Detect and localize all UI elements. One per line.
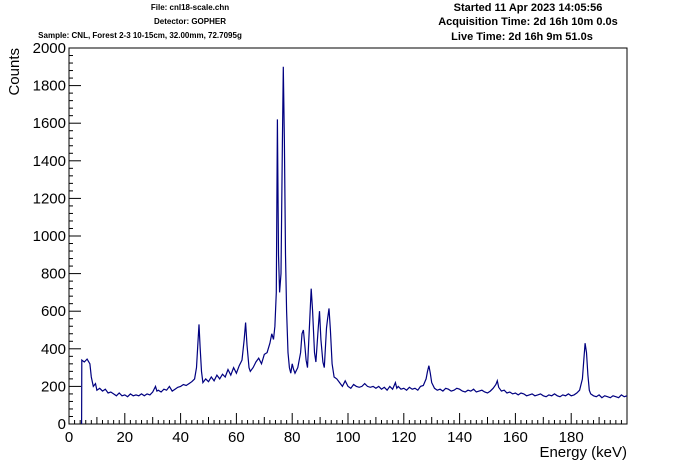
x-tick-label: 100 xyxy=(335,429,360,446)
x-tick-label: 140 xyxy=(447,429,472,446)
y-tick-label: 2000 xyxy=(33,40,66,57)
x-tick-label: 60 xyxy=(228,429,245,446)
y-tick-label: 0 xyxy=(58,416,66,433)
detector-label: Detector: GOPHER xyxy=(153,17,227,26)
x-tick-label: 120 xyxy=(391,429,416,446)
live-time-label: Live Time: 2d 16h 9m 51.0s xyxy=(451,31,593,43)
y-tick-label: 800 xyxy=(41,266,66,283)
acquisition-time-label: Acquisition Time: 2d 16h 10m 0.0s xyxy=(438,16,618,28)
y-axis-label: Counts xyxy=(6,48,23,96)
y-tick-label: 1400 xyxy=(33,153,66,170)
x-tick-label: 80 xyxy=(284,429,301,446)
spectrum-series-line xyxy=(81,66,628,425)
x-tick-label: 20 xyxy=(116,429,133,446)
x-tick-label: 180 xyxy=(559,429,584,446)
x-tick-label: 0 xyxy=(65,429,73,446)
y-tick-label: 1800 xyxy=(33,78,66,95)
plot-frame xyxy=(68,47,628,425)
sample-label: Sample: CNL, Forest 2-3 10-15cm, 32.00mm… xyxy=(38,31,242,40)
file-label: File: cnl18-scale.chn xyxy=(150,3,230,12)
x-tick-label: 40 xyxy=(172,429,189,446)
y-tick-label: 600 xyxy=(41,303,66,320)
started-label: Started 11 Apr 2023 14:05:56 xyxy=(453,2,603,14)
x-axis-label: Energy (keV) xyxy=(539,444,627,461)
x-tick-label: 160 xyxy=(503,429,528,446)
y-tick-label: 1600 xyxy=(33,115,66,132)
y-tick-label: 1000 xyxy=(33,228,66,245)
y-tick-label: 200 xyxy=(41,378,66,395)
y-tick-label: 400 xyxy=(41,341,66,358)
y-tick-label: 1200 xyxy=(33,190,66,207)
